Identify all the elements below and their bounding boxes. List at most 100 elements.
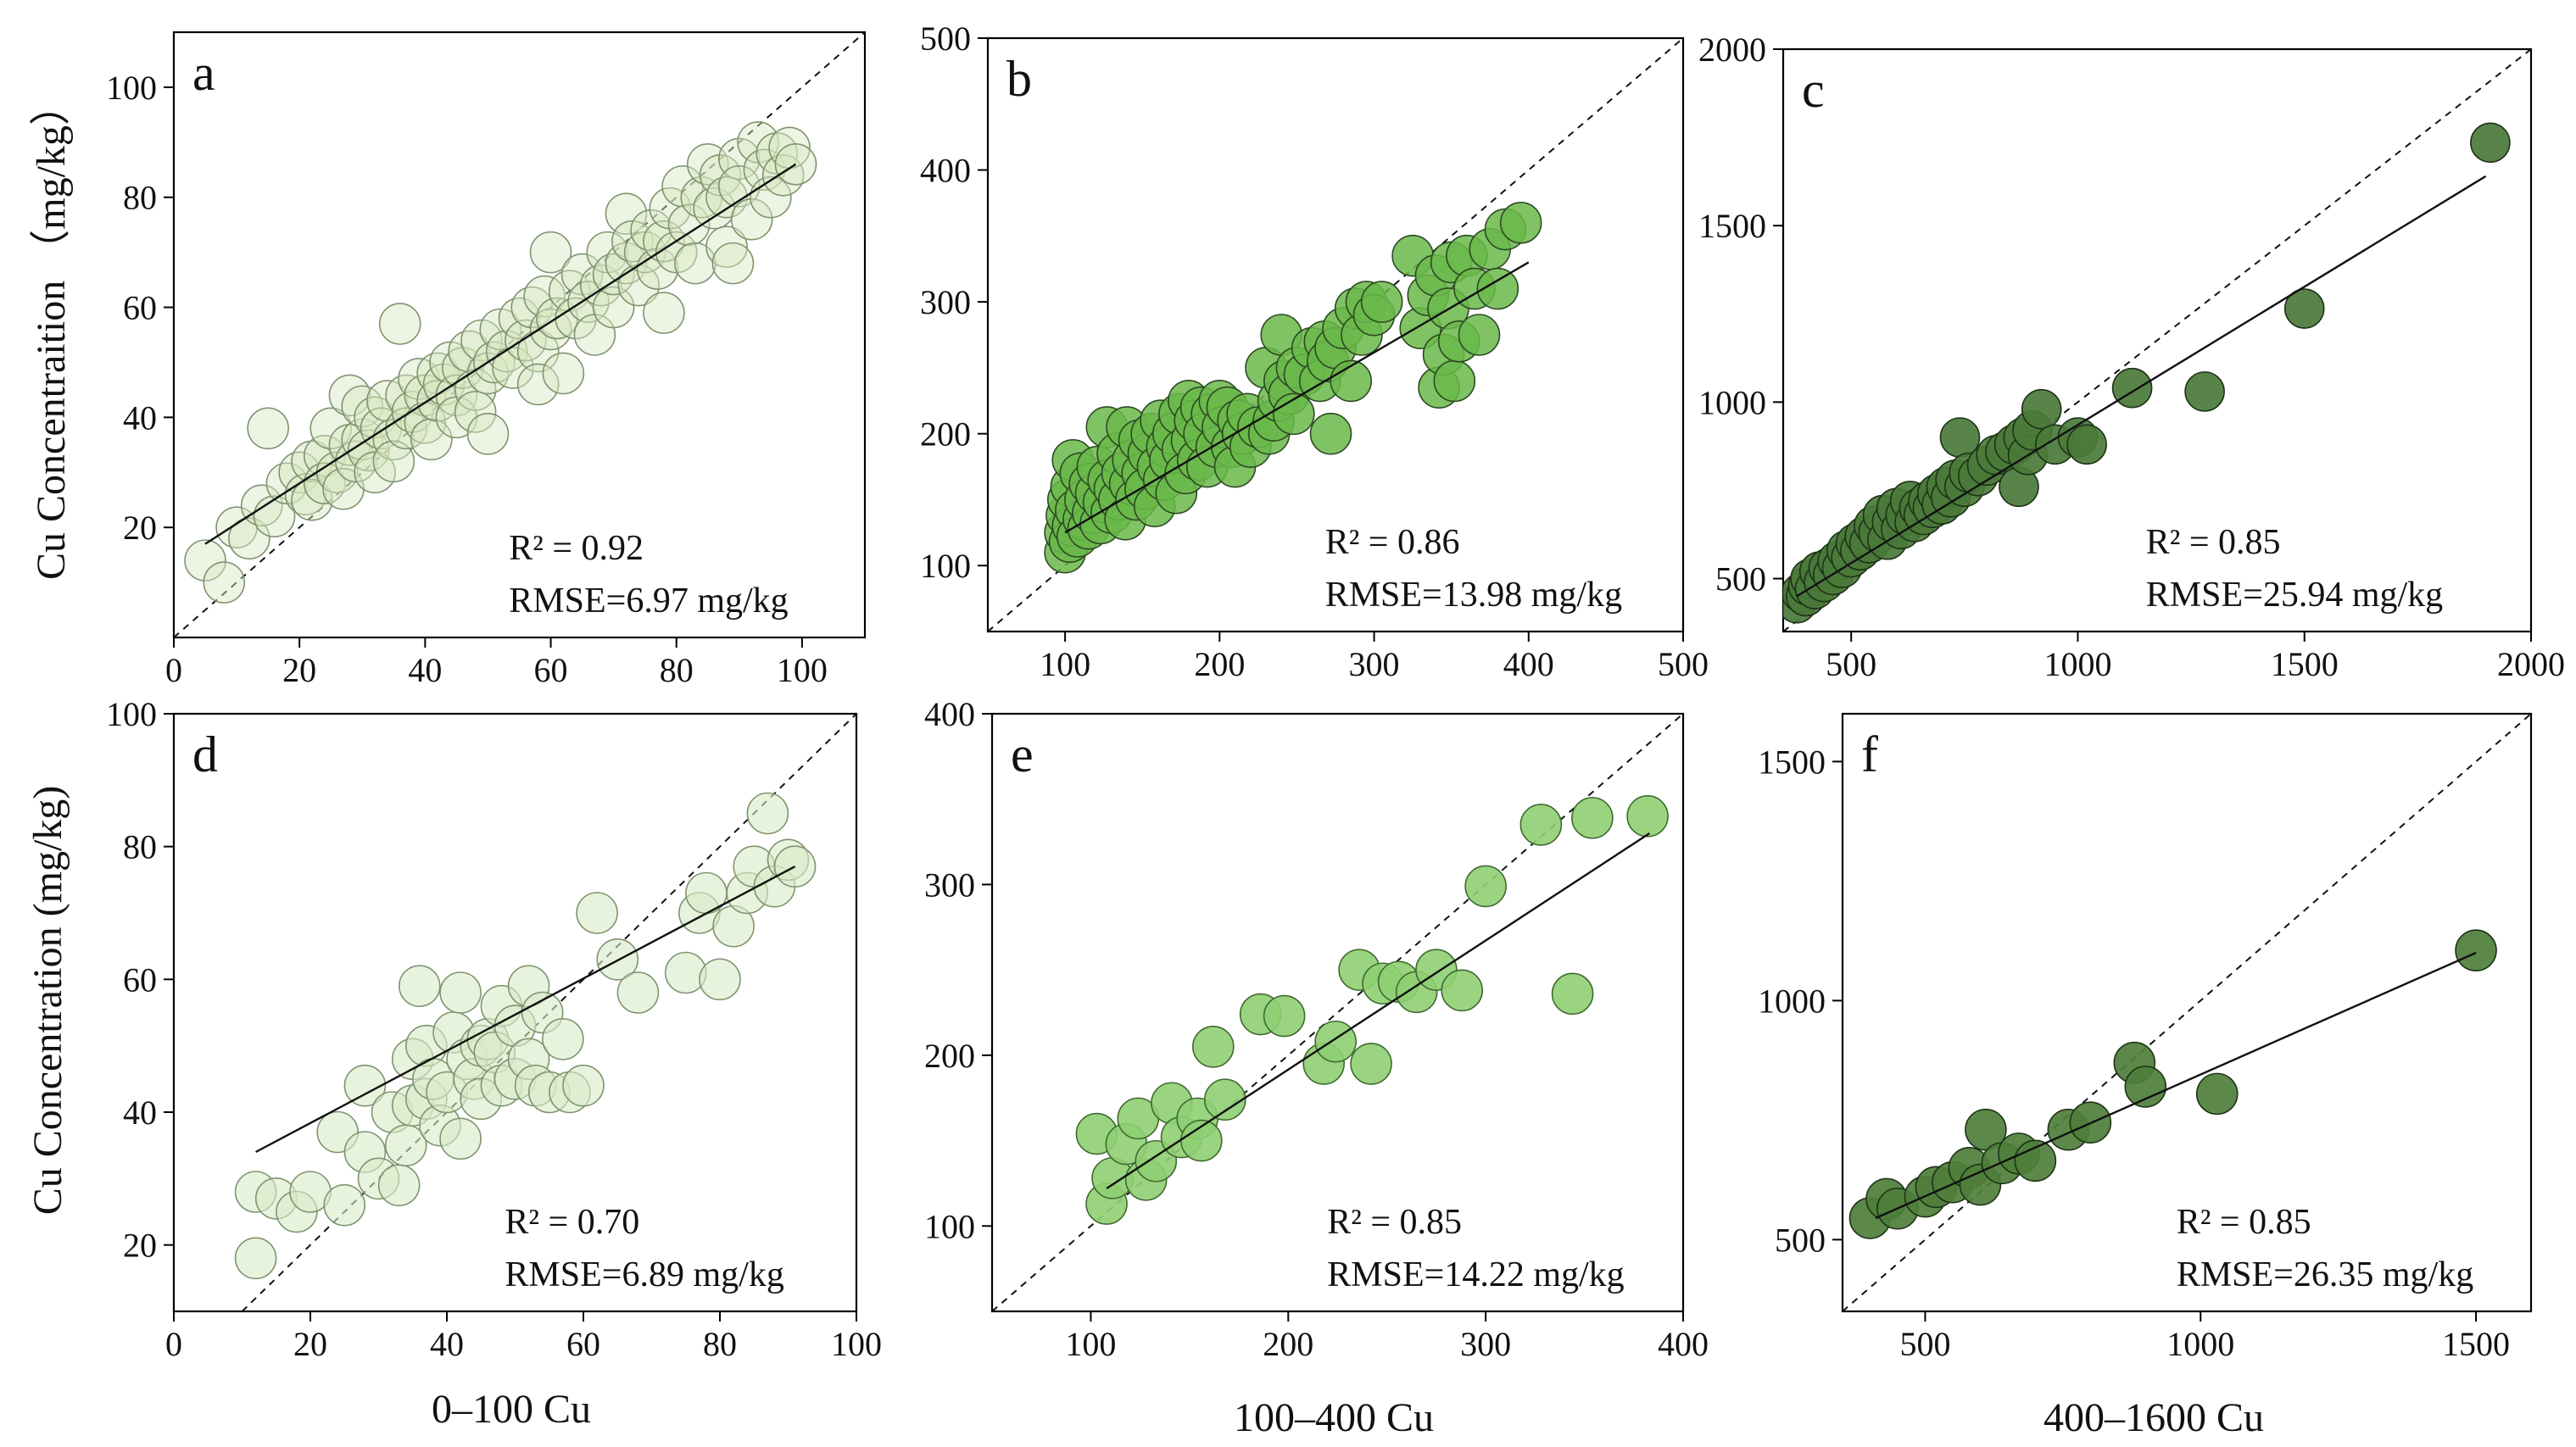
rmse-label: RMSE=26.35 mg/kg <box>2177 1255 2473 1294</box>
data-point <box>649 186 692 230</box>
data-point <box>234 1237 277 1280</box>
y-tick-label: 100 <box>920 547 971 585</box>
rmse-label: RMSE=13.98 mg/kg <box>1325 576 1622 615</box>
data-point <box>542 1018 584 1060</box>
data-point <box>2014 1139 2057 1183</box>
regression-line <box>1875 951 2477 1220</box>
data-point <box>560 253 604 296</box>
x-tick-label: 20 <box>282 651 316 689</box>
rmse-label: RMSE=6.97 mg/kg <box>509 582 788 621</box>
x-tick-label: 0 <box>165 651 182 689</box>
plot-frame <box>172 712 858 1313</box>
panel-c: 500 1000 1500 2000 500 1000 1500 2000 c R² = 0.85… <box>1698 31 2565 683</box>
data-point <box>2195 1072 2239 1116</box>
panel-d: 0 20 40 60 80 100 20 40 60 80 100 d R² = 0.70 RMSE=6.… <box>106 695 882 1363</box>
points <box>1848 929 2497 1239</box>
r-squared-label: R² = 0.85 <box>2146 523 2281 562</box>
y-tick-label: 1000 <box>1758 982 1826 1020</box>
data-point <box>2455 929 2497 971</box>
y-tick-label: 500 <box>1775 1221 1826 1259</box>
y-tick-label: 60 <box>123 289 157 327</box>
data-point <box>448 330 491 373</box>
x-tick-label: 40 <box>430 1325 464 1363</box>
x-tick-label: 300 <box>1349 645 1400 683</box>
data-point <box>323 1183 366 1227</box>
data-point <box>439 971 482 1014</box>
data-point <box>746 792 789 835</box>
data-point <box>711 242 755 285</box>
data-point <box>309 407 353 450</box>
data-point <box>730 198 773 241</box>
x-tick-label: 0 <box>165 1325 182 1363</box>
plot-frame <box>1841 712 2533 1313</box>
y-tick-label: 2000 <box>1698 31 1766 69</box>
points <box>1044 201 1542 574</box>
data-point <box>398 965 441 1007</box>
x-tick-label: 100 <box>777 651 828 689</box>
data-point <box>1458 314 1501 356</box>
x-tick-label: 100 <box>831 1325 882 1363</box>
regression-line <box>1796 175 2487 598</box>
data-point <box>643 220 685 263</box>
data-point <box>630 209 672 252</box>
data-point <box>2111 367 2153 409</box>
y-tick-label: 1500 <box>1698 207 1766 245</box>
x-tick-label: 500 <box>1826 645 1876 683</box>
data-point <box>466 413 510 455</box>
y-tick-label: 80 <box>123 828 157 866</box>
data-point <box>354 451 396 494</box>
y-tick-label: 400 <box>924 695 975 733</box>
r-squared-label: R² = 0.92 <box>509 529 644 568</box>
x-axis-title-left: 0–100 Cu <box>432 1387 591 1432</box>
data-point <box>1571 797 1614 839</box>
y-tick-label: 80 <box>123 179 157 217</box>
data-point <box>516 363 560 406</box>
y-tick-label: 60 <box>123 960 157 999</box>
y-tick-label: 200 <box>924 1037 975 1075</box>
data-point <box>228 517 270 559</box>
data-point <box>1314 1020 1357 1063</box>
panel-b: 100 200 300 400 500 100 200 300 400 500 b R² = 0.86… <box>920 19 1709 683</box>
panel-letter: d <box>192 726 218 782</box>
data-point <box>240 484 283 527</box>
r-squared-label: R² = 0.85 <box>1327 1203 1462 1242</box>
data-point <box>1519 804 1563 846</box>
y-tick-label: 1500 <box>1758 743 1826 781</box>
panel-e: 100 200 300 400 100 200 300 400 e R² = 0.85 RMSE=1… <box>924 695 1709 1363</box>
data-point <box>454 391 497 433</box>
data-point <box>737 121 779 164</box>
data-point <box>1551 972 1594 1016</box>
data-point <box>1441 969 1483 1012</box>
data-point <box>343 1064 387 1107</box>
r-squared-label: R² = 0.70 <box>505 1203 639 1242</box>
data-point <box>2124 1066 2167 1108</box>
data-point <box>377 1164 421 1206</box>
x-axis-title-middle: 100–400 Cu <box>1234 1395 1434 1440</box>
x-tick-label: 60 <box>566 1325 600 1363</box>
data-point <box>705 225 748 268</box>
data-point <box>605 192 648 235</box>
data-point <box>378 303 421 345</box>
x-tick-label: 1500 <box>2271 645 2339 683</box>
x-tick-label: 500 <box>1658 645 1709 683</box>
data-point <box>2184 371 2225 412</box>
data-point <box>611 220 654 263</box>
data-point <box>410 418 453 461</box>
x-tick-label: 80 <box>703 1325 737 1363</box>
x-tick-label: 1000 <box>2044 645 2111 683</box>
data-point <box>643 292 685 334</box>
y-tick-label: 300 <box>920 283 971 321</box>
data-point <box>705 175 748 219</box>
panel-letter: a <box>192 45 215 101</box>
r-squared-label: R² = 0.85 <box>2177 1203 2311 1242</box>
panel-letter: b <box>1006 51 1032 107</box>
data-point <box>1476 267 1519 310</box>
y-tick-label: 100 <box>924 1207 975 1245</box>
data-point <box>265 462 309 505</box>
data-point <box>2066 424 2107 465</box>
y-tick-label: 40 <box>123 398 157 437</box>
data-point <box>1433 359 1476 403</box>
regression-line <box>204 163 797 545</box>
data-point <box>466 352 510 395</box>
